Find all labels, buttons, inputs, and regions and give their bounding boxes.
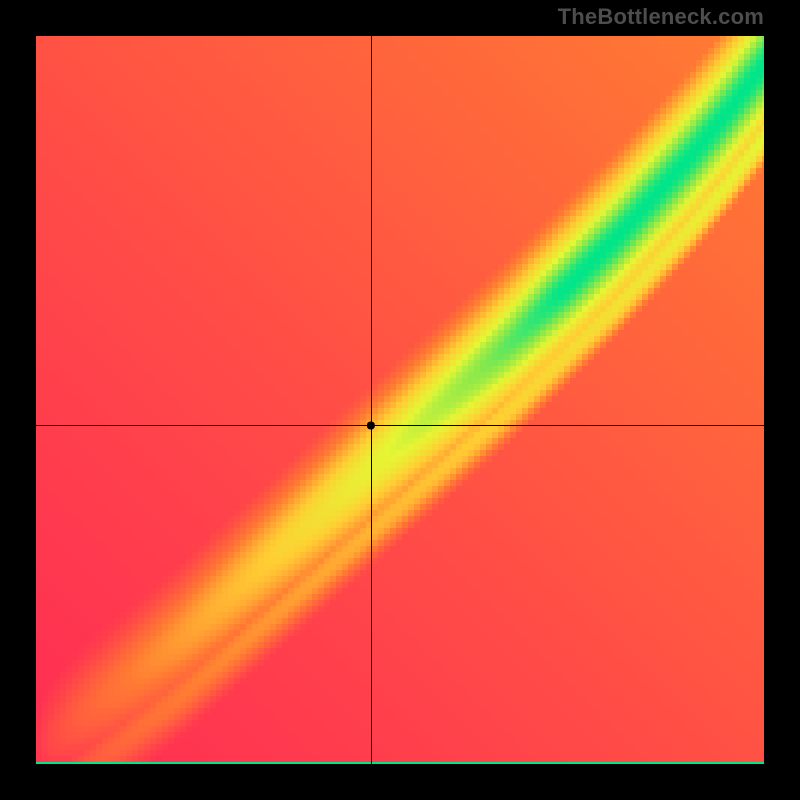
bottleneck-heatmap xyxy=(36,36,764,764)
watermark-label: TheBottleneck.com xyxy=(558,4,764,30)
